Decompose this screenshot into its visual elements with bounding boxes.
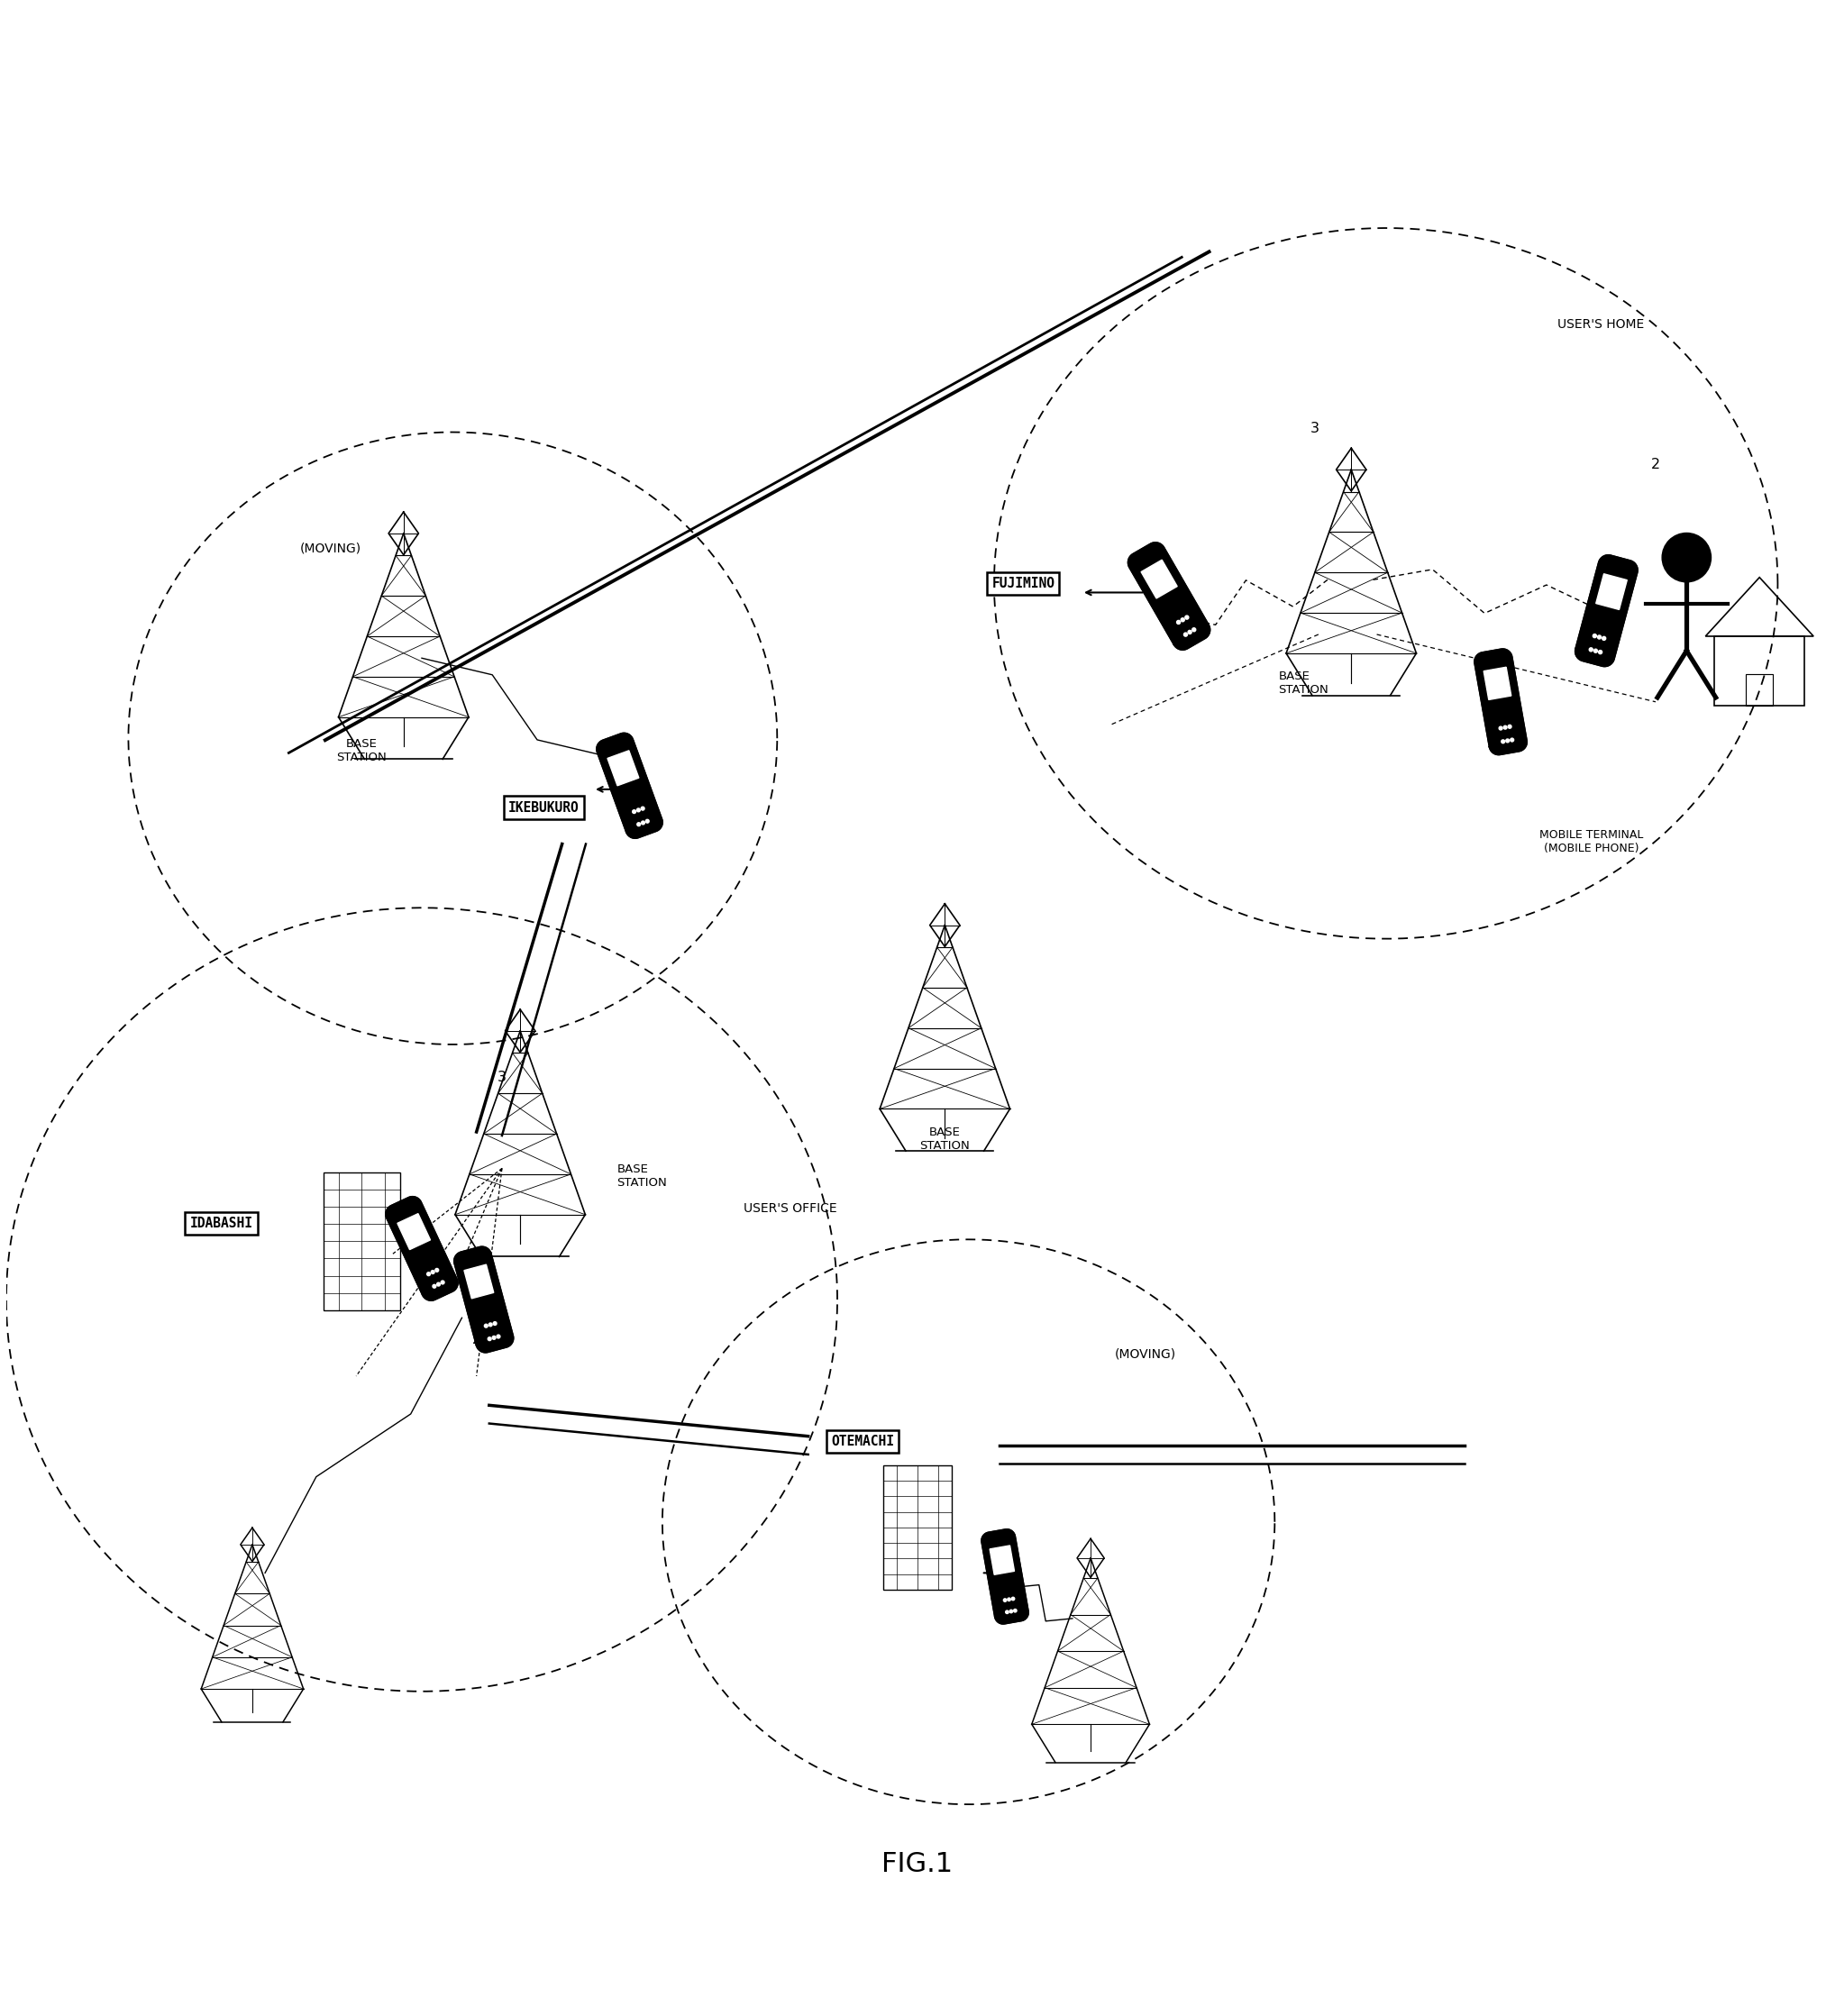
Circle shape	[484, 1325, 488, 1329]
Polygon shape	[1475, 649, 1527, 754]
Polygon shape	[464, 1264, 494, 1298]
Text: FIG.1: FIG.1	[883, 1851, 952, 1877]
Circle shape	[1193, 627, 1196, 631]
Circle shape	[640, 806, 644, 810]
Circle shape	[488, 1337, 492, 1341]
Circle shape	[497, 1335, 501, 1339]
Circle shape	[1598, 651, 1602, 653]
Text: (MOVING): (MOVING)	[1114, 1349, 1176, 1361]
Circle shape	[1663, 532, 1710, 583]
Polygon shape	[982, 1530, 1028, 1625]
Circle shape	[494, 1322, 497, 1325]
Circle shape	[431, 1270, 435, 1274]
Text: 2: 2	[1652, 458, 1661, 472]
Polygon shape	[989, 1546, 1015, 1574]
Bar	[883, 1466, 952, 1591]
Circle shape	[633, 810, 637, 812]
Circle shape	[1176, 621, 1180, 625]
Text: (MOVING): (MOVING)	[299, 542, 361, 554]
Text: USER'S OFFICE: USER'S OFFICE	[743, 1202, 837, 1216]
Text: OTEMACHI: OTEMACHI	[831, 1435, 894, 1447]
Circle shape	[488, 1322, 492, 1327]
Circle shape	[440, 1280, 444, 1284]
Text: BASE
STATION: BASE STATION	[617, 1163, 668, 1187]
Circle shape	[1007, 1599, 1011, 1601]
Circle shape	[637, 823, 640, 827]
Bar	[1745, 673, 1773, 706]
Text: IDABASHI: IDABASHI	[189, 1216, 253, 1230]
Circle shape	[437, 1282, 440, 1286]
Text: MOBILE TERMINAL
(MOBILE PHONE): MOBILE TERMINAL (MOBILE PHONE)	[1540, 829, 1644, 855]
Text: USER'S HOME: USER'S HOME	[1558, 319, 1644, 331]
Circle shape	[1602, 637, 1606, 641]
Polygon shape	[1129, 542, 1209, 649]
Text: BASE
STATION: BASE STATION	[336, 738, 387, 764]
Circle shape	[1589, 647, 1593, 651]
Circle shape	[428, 1272, 431, 1276]
Text: 3: 3	[497, 1070, 506, 1085]
Circle shape	[1503, 726, 1507, 730]
Polygon shape	[453, 1246, 514, 1353]
Circle shape	[1182, 619, 1185, 621]
Polygon shape	[596, 734, 662, 839]
Polygon shape	[1141, 560, 1178, 599]
Text: BASE
STATION: BASE STATION	[919, 1127, 971, 1151]
Circle shape	[1593, 635, 1596, 637]
Polygon shape	[607, 750, 639, 786]
Circle shape	[646, 818, 650, 823]
Circle shape	[492, 1337, 495, 1339]
Polygon shape	[385, 1198, 459, 1300]
Text: FUJIMINO: FUJIMINO	[991, 577, 1055, 591]
Circle shape	[433, 1284, 437, 1288]
Text: 2: 2	[472, 1333, 481, 1347]
Circle shape	[1009, 1611, 1013, 1613]
Polygon shape	[1596, 575, 1628, 609]
Circle shape	[1185, 615, 1189, 619]
Circle shape	[1508, 726, 1512, 728]
Circle shape	[1507, 740, 1508, 742]
Circle shape	[435, 1268, 439, 1272]
Circle shape	[1501, 740, 1505, 744]
Text: BASE
STATION: BASE STATION	[1279, 671, 1329, 696]
Circle shape	[1184, 633, 1187, 637]
Circle shape	[640, 821, 644, 825]
Circle shape	[1510, 738, 1514, 742]
Bar	[1714, 637, 1804, 706]
Text: IKEBUKURO: IKEBUKURO	[508, 800, 580, 814]
Circle shape	[1499, 726, 1503, 730]
Circle shape	[1006, 1611, 1009, 1613]
Polygon shape	[398, 1214, 431, 1250]
Circle shape	[1187, 631, 1191, 633]
Polygon shape	[1485, 667, 1512, 700]
Circle shape	[1013, 1609, 1017, 1613]
Circle shape	[1004, 1599, 1007, 1601]
Circle shape	[1011, 1597, 1015, 1601]
Polygon shape	[1574, 554, 1637, 667]
Circle shape	[1598, 635, 1602, 639]
Circle shape	[1595, 649, 1598, 653]
Circle shape	[637, 808, 640, 812]
Bar	[323, 1173, 400, 1310]
Text: 3: 3	[1310, 421, 1319, 435]
